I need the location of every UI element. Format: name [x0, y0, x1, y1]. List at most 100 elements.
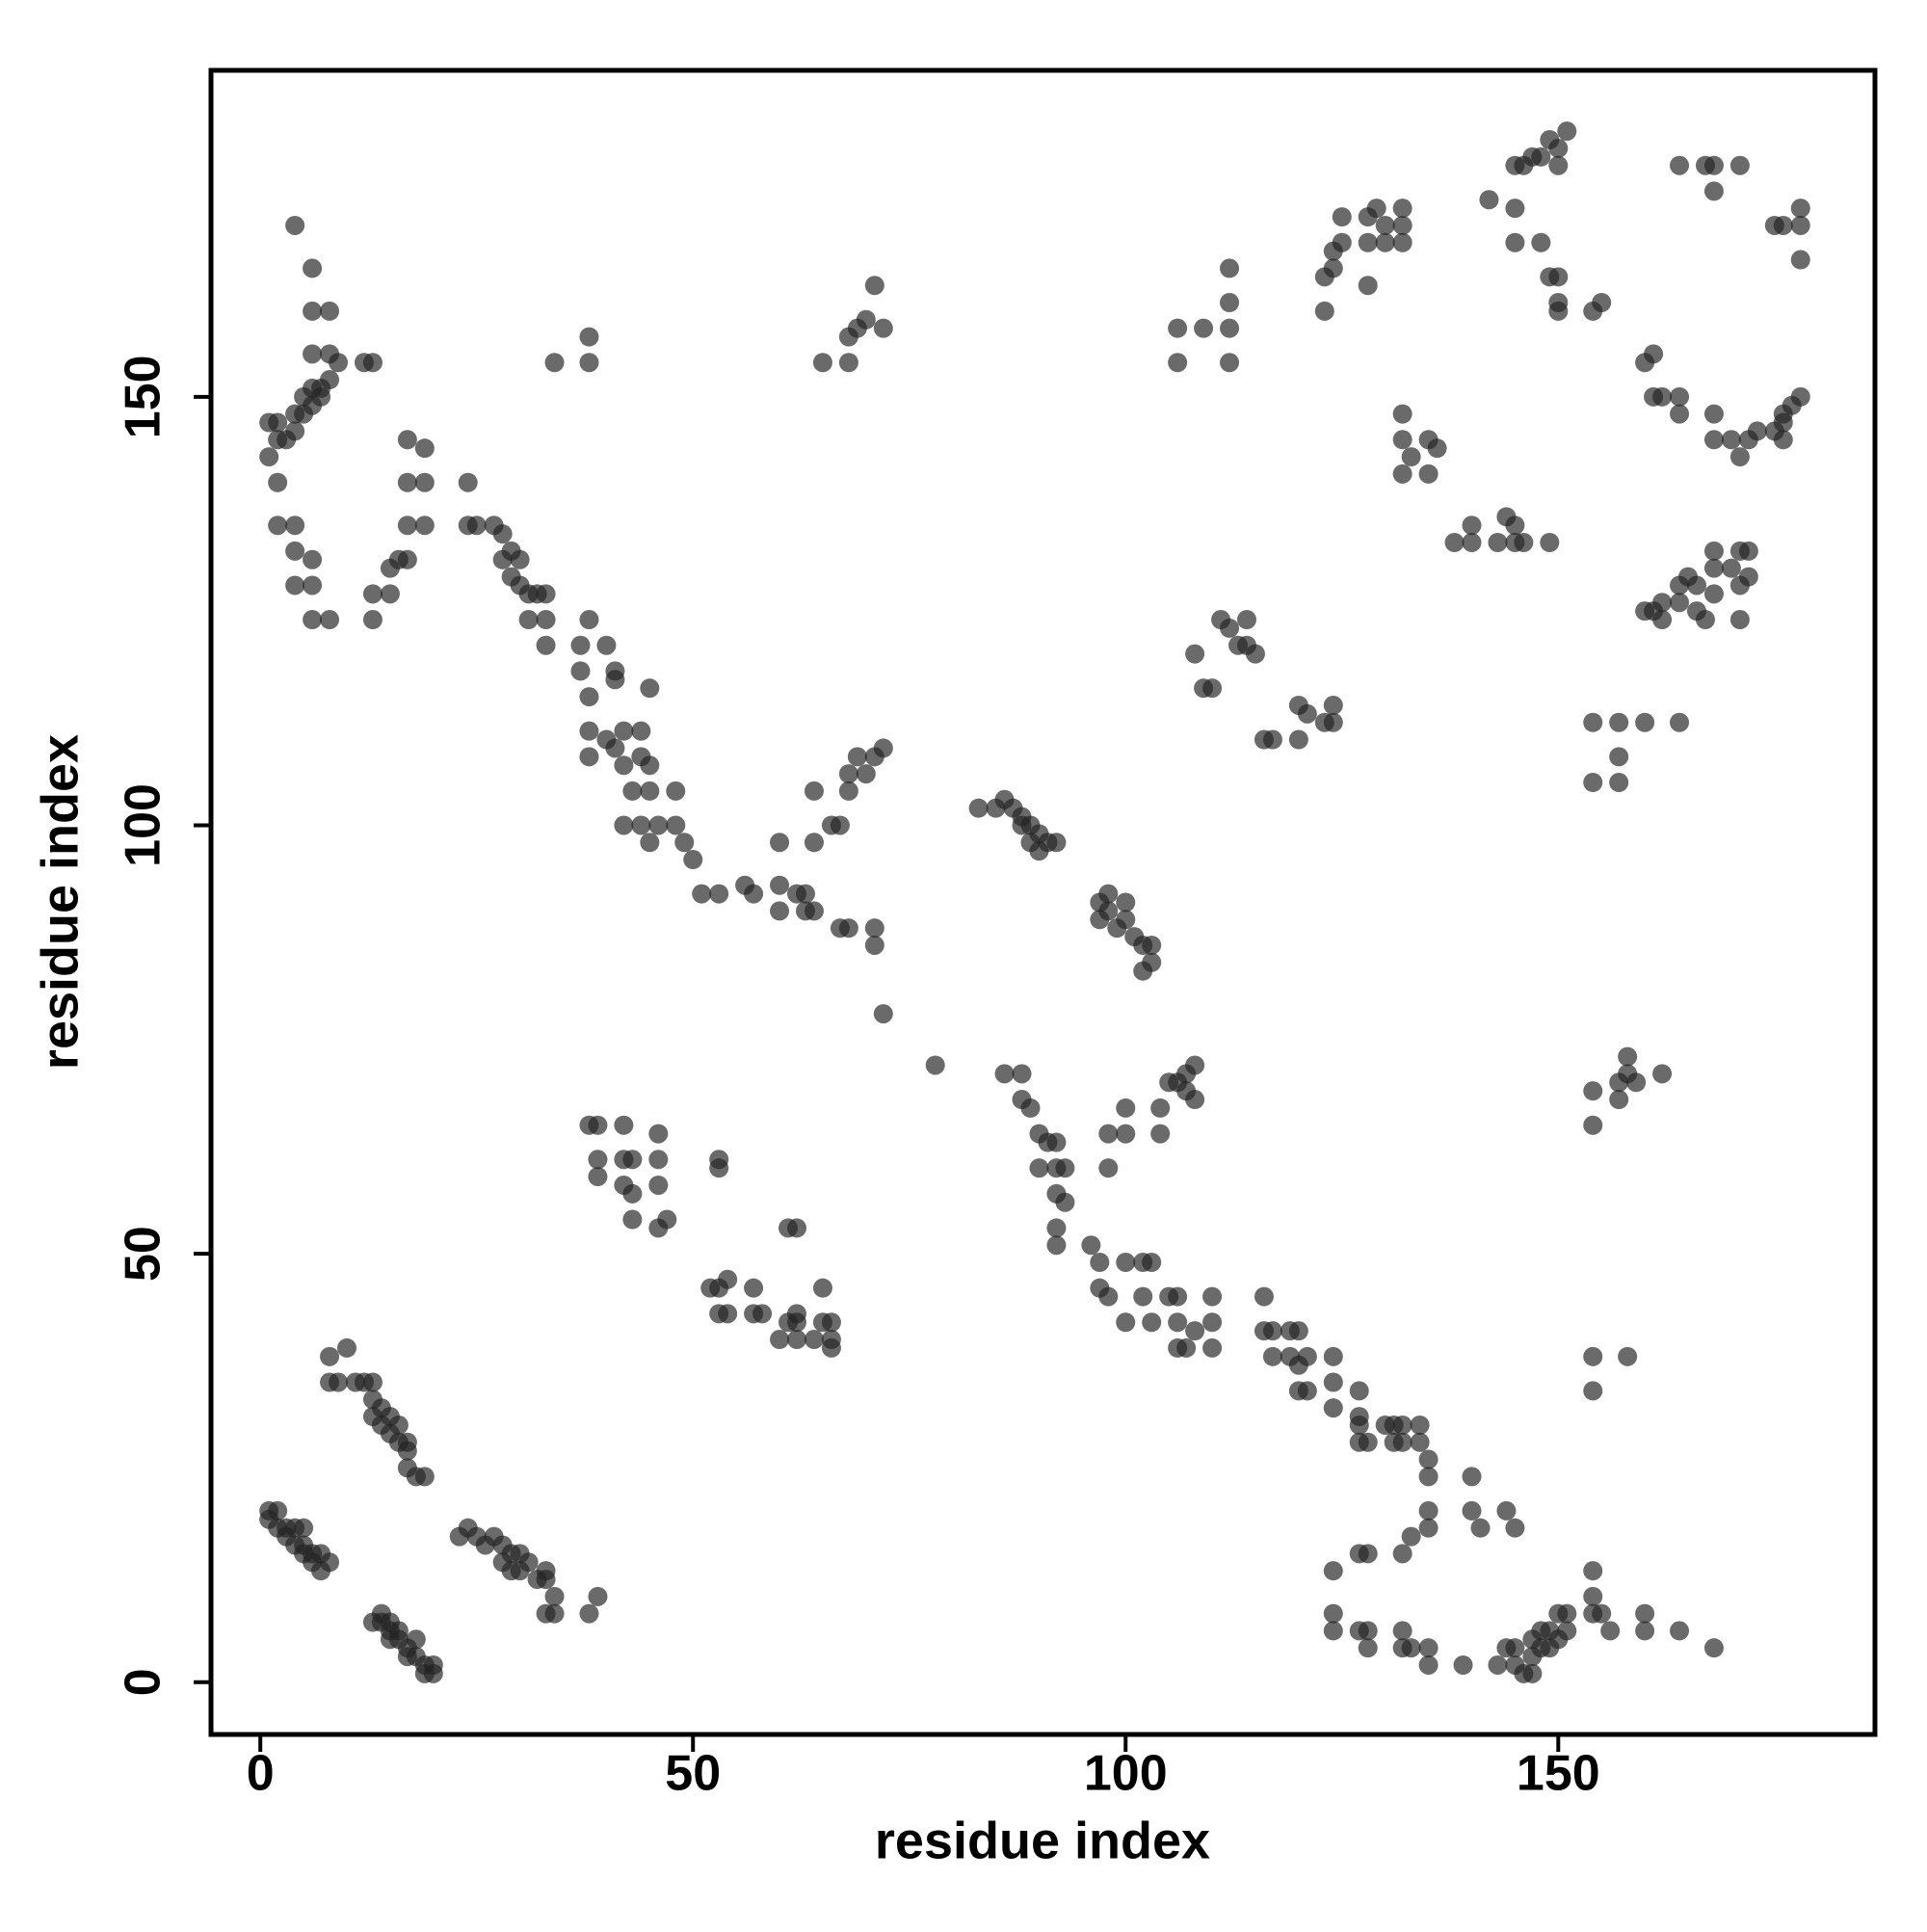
point [362, 610, 383, 630]
point [1557, 1621, 1577, 1641]
point [579, 610, 599, 630]
point [1418, 1518, 1439, 1538]
point [579, 721, 599, 741]
point [1703, 541, 1724, 561]
point [311, 386, 331, 407]
point [1747, 421, 1767, 441]
point [1090, 1253, 1110, 1273]
point [1703, 1638, 1724, 1658]
point [1729, 610, 1750, 630]
point [1392, 215, 1412, 235]
point [1652, 386, 1673, 407]
y-axis-title: residue index [31, 734, 89, 1070]
point [1375, 232, 1395, 252]
point [1323, 1561, 1343, 1581]
point [674, 833, 695, 853]
point [285, 215, 305, 235]
point [804, 1330, 824, 1350]
point [1392, 232, 1412, 252]
point [458, 472, 478, 492]
point [1531, 232, 1551, 252]
point [1366, 198, 1386, 219]
point [1583, 1081, 1603, 1101]
point [588, 1586, 608, 1606]
point [1790, 215, 1810, 235]
point [1081, 1235, 1101, 1256]
point [1609, 712, 1629, 732]
point [1462, 1500, 1482, 1521]
point [864, 918, 884, 939]
point [1488, 532, 1508, 552]
point [648, 1150, 669, 1170]
point [1245, 644, 1265, 664]
x-tick-label: 0 [247, 1746, 275, 1802]
point [380, 584, 400, 604]
point [1029, 1158, 1049, 1178]
point [614, 755, 634, 776]
point [666, 815, 686, 835]
point [1453, 1654, 1473, 1675]
point [1652, 610, 1673, 630]
point [1116, 1124, 1136, 1144]
point [1583, 1346, 1603, 1366]
point [640, 781, 660, 801]
point [1176, 1337, 1197, 1358]
point [1670, 593, 1690, 613]
point [1548, 267, 1569, 287]
point [1220, 318, 1240, 338]
point [1055, 1158, 1075, 1178]
point [1703, 430, 1724, 450]
point [1055, 1192, 1075, 1212]
point [709, 884, 729, 904]
point [1116, 1312, 1136, 1333]
point [1358, 232, 1378, 252]
x-tick-label: 100 [1084, 1746, 1168, 1802]
point [1185, 644, 1205, 664]
y-tick-label: 100 [116, 783, 172, 867]
point [1029, 841, 1049, 861]
point [1150, 1124, 1171, 1144]
point [1592, 292, 1612, 312]
point [622, 1209, 643, 1230]
point [303, 549, 323, 569]
point [303, 301, 323, 321]
point [1609, 772, 1629, 792]
point [873, 318, 893, 338]
point [380, 1612, 400, 1632]
point [1418, 463, 1439, 484]
point [1514, 532, 1534, 552]
point [1236, 610, 1256, 630]
point [362, 353, 383, 373]
point [640, 678, 660, 699]
point [596, 635, 617, 655]
point [1548, 301, 1569, 321]
point [1670, 155, 1690, 175]
y-tick-label: 0 [116, 1668, 172, 1696]
point [1133, 961, 1153, 981]
point [1392, 1432, 1412, 1452]
point [1583, 772, 1603, 792]
point [397, 430, 417, 450]
point [1012, 807, 1032, 827]
point [1046, 1235, 1067, 1256]
point [1392, 430, 1412, 450]
point [1323, 1621, 1343, 1641]
point [329, 1372, 349, 1392]
point [588, 1150, 608, 1170]
point [303, 575, 323, 595]
point [838, 353, 858, 373]
point [1220, 292, 1240, 312]
point [838, 781, 858, 801]
point [812, 1278, 832, 1298]
point [510, 1544, 530, 1564]
point [1644, 344, 1664, 364]
point [1686, 575, 1706, 595]
point [1670, 386, 1690, 407]
point [838, 918, 858, 939]
point [303, 344, 323, 364]
point [268, 516, 288, 536]
point [1297, 1346, 1317, 1366]
point [579, 687, 599, 707]
point [1703, 558, 1724, 578]
point [1401, 447, 1421, 467]
